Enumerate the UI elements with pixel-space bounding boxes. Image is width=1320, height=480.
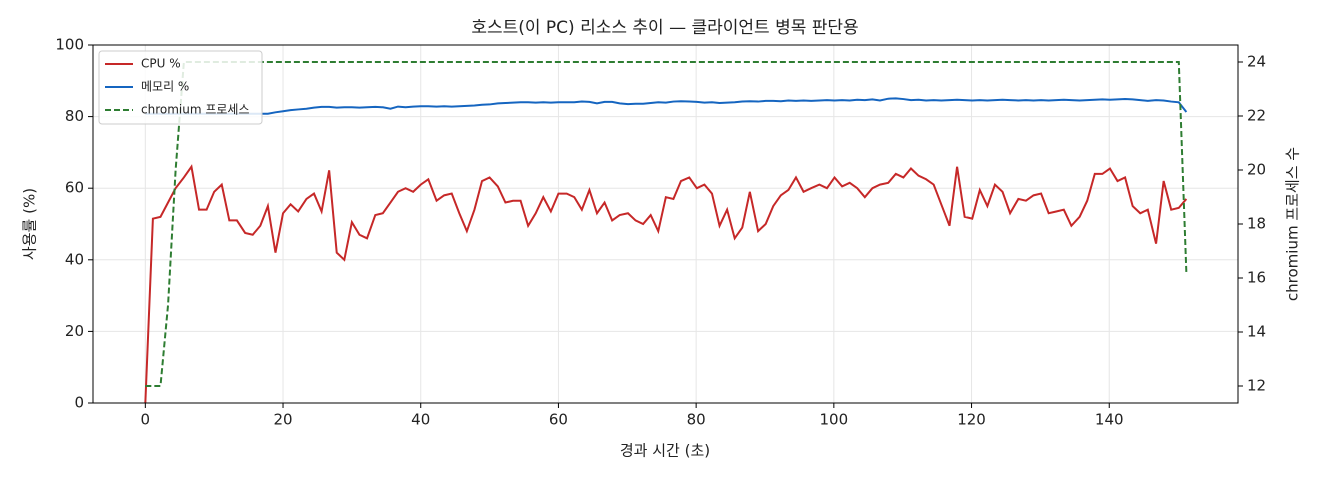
y-tick-label: 100 (55, 36, 84, 54)
chart-title: 호스트(이 PC) 리소스 추이 — 클라이언트 병목 판단용 (471, 18, 858, 38)
data-line (144, 164, 1188, 404)
y-axis-label: 사용률 (%) (21, 188, 39, 260)
x-tick-label: 80 (687, 411, 706, 429)
legend-label: 메모리 % (141, 80, 189, 94)
y2-tick-label: 18 (1247, 215, 1266, 233)
x-tick-label: 120 (957, 411, 986, 429)
y-tick-label: 0 (74, 394, 84, 412)
y2-tick-label: 16 (1247, 268, 1266, 286)
data-line (145, 61, 1188, 387)
y2-tick-label: 12 (1247, 376, 1266, 394)
y-tick-label: 40 (65, 250, 84, 268)
x-tick-label: 20 (273, 411, 292, 429)
y2-tick-label: 20 (1247, 161, 1266, 179)
data-line (145, 97, 1188, 115)
y-tick-label: 20 (65, 322, 84, 340)
legend-label: CPU % (141, 57, 181, 71)
y2-tick-label: 22 (1247, 107, 1266, 125)
y2-tick-label: 14 (1247, 322, 1266, 340)
plot-frame (92, 44, 1239, 404)
legend-label: chromium 프로세스 (141, 103, 250, 117)
legend-box (98, 50, 263, 125)
x-tick-label: 60 (549, 411, 568, 429)
y-tick-label: 80 (65, 107, 84, 125)
x-tick-label: 40 (411, 411, 430, 429)
x-axis-label: 경과 시간 (초) (620, 442, 710, 460)
y2-axis-label: chromium 프로세스 수 (1284, 147, 1302, 301)
x-tick-label: 140 (1095, 411, 1124, 429)
y2-tick-label: 24 (1247, 53, 1266, 71)
y-tick-label: 60 (65, 179, 84, 197)
x-tick-label: 100 (820, 411, 849, 429)
x-tick-label: 0 (141, 411, 151, 429)
